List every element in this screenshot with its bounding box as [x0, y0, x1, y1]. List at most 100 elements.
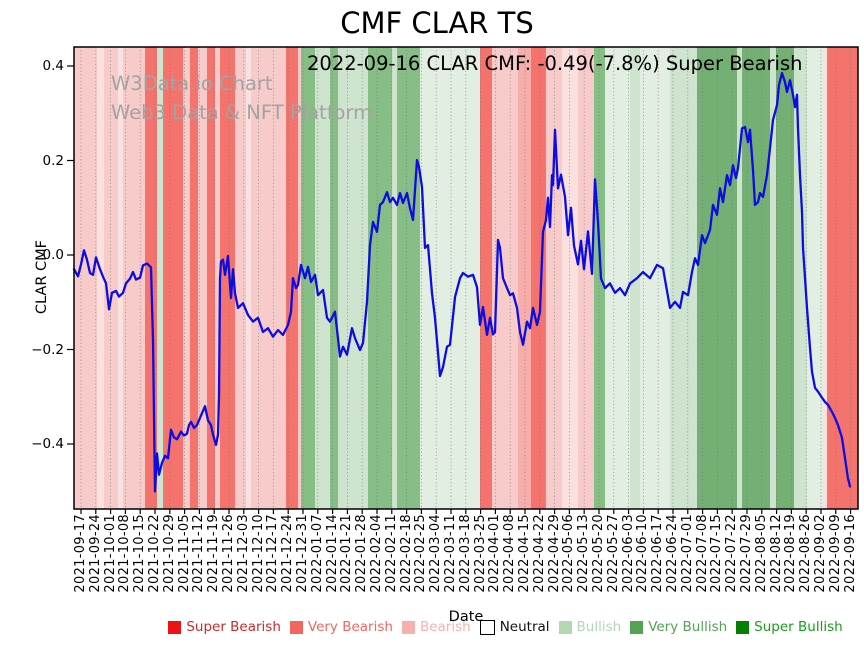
x-tick-label: 2022-06-10	[635, 514, 651, 593]
legend-label: Very Bearish	[307, 619, 393, 635]
x-tick-label: 2021-10-08	[117, 514, 133, 593]
signal-band-very_bullish	[397, 47, 420, 509]
signal-band-bullish	[770, 47, 776, 509]
x-tick-label: 2022-03-11	[442, 514, 458, 593]
legend-swatch	[558, 620, 572, 634]
latest-value-annotation: 2022-09-16 CLAR CMF: -0.49(-7.8%) Super …	[307, 52, 803, 75]
x-tick-label: 2022-08-05	[753, 514, 769, 593]
signal-band-very_bearish	[207, 47, 215, 509]
signal-band-bullish	[630, 47, 640, 509]
legend-item-neutral: Neutral	[479, 619, 550, 635]
x-tick-label: 2022-02-25	[413, 514, 429, 593]
y-tick-label: −0.2	[31, 341, 64, 358]
legend-label: Super Bullish	[754, 619, 843, 635]
signal-band-bearish	[235, 47, 246, 509]
legend-swatch	[168, 620, 182, 634]
signal-band-very_bearish	[163, 47, 183, 509]
signal-band-bullish	[794, 47, 807, 509]
signal-band-bearish	[198, 47, 207, 509]
x-tick-label: 2022-08-12	[768, 514, 784, 593]
x-tick-label: 2022-08-26	[798, 514, 814, 593]
y-tick-label: 0.4	[42, 58, 64, 74]
signal-band-very_bullish	[594, 47, 605, 509]
x-tick-label: 2022-09-02	[812, 514, 828, 593]
x-tick-label: 2022-07-29	[738, 514, 754, 593]
x-tick-label: 2022-01-07	[309, 514, 325, 593]
x-tick-label: 2022-06-03	[620, 514, 636, 593]
legend-item-bullish: Bullish	[558, 619, 622, 635]
x-tick-label: 2022-05-27	[605, 514, 621, 593]
signal-band-very_bullish_deep	[742, 47, 770, 509]
x-tick-label: 2022-01-21	[339, 514, 355, 593]
signal-band-bearish_pale	[118, 47, 123, 509]
x-tick-label: 2022-07-15	[709, 514, 725, 593]
signal-band-bearish	[123, 47, 145, 509]
legend-swatch	[736, 620, 750, 634]
x-tick-label: 2021-11-26	[220, 514, 236, 593]
signal-band-bullish	[737, 47, 742, 509]
legend-item-super-bullish: Super Bullish	[736, 619, 843, 635]
x-tick-label: 2021-10-22	[146, 514, 162, 593]
signal-legend: Super Bearish Very Bearish Bearish Neutral B…	[160, 619, 860, 635]
legend-label: Very Bullish	[648, 619, 728, 635]
legend-label: Neutral	[499, 619, 550, 635]
x-tick-label: 2021-11-05	[176, 514, 192, 593]
legend-label: Bearish	[419, 619, 471, 635]
signal-band-very_bearish	[531, 47, 546, 509]
x-tick-label: 2021-12-03	[235, 514, 251, 593]
x-tick-label: 2022-05-06	[561, 514, 577, 593]
x-tick-label: 2022-04-01	[487, 514, 503, 593]
x-tick-label: 2021-09-24	[87, 514, 103, 593]
watermark: W3Data.io Chart Web3 Data & NFT Platform	[111, 69, 372, 127]
x-tick-label: 2021-12-17	[265, 514, 281, 593]
cmf-line	[72, 71, 852, 493]
signal-band-bearish	[578, 47, 594, 509]
x-tick-label: 2022-01-28	[354, 514, 370, 593]
x-tick-label: 2022-09-09	[827, 514, 843, 593]
signal-band-very_bullish_deep	[697, 47, 737, 509]
legend-swatch	[479, 619, 495, 635]
x-tick-label: 2022-02-04	[368, 514, 384, 593]
x-tick-label: 2021-12-31	[294, 514, 310, 593]
x-tick-label: 2022-07-08	[694, 514, 710, 593]
x-tick-label: 2022-04-15	[516, 514, 532, 593]
signal-band-bearish	[183, 47, 190, 509]
signal-band-bearish_deep	[518, 47, 531, 509]
signal-band-bullish	[338, 47, 368, 509]
x-tick-label: 2022-04-29	[546, 514, 562, 593]
signal-band-bullish_pale	[605, 47, 630, 509]
y-tick-label: 0.0	[42, 247, 64, 263]
signal-band-bearish	[215, 47, 220, 509]
signal-band-very_bearish	[480, 47, 492, 509]
x-tick-label: 2022-03-25	[472, 514, 488, 593]
x-tick-label: 2022-03-18	[457, 514, 473, 593]
legend-label: Bullish	[576, 619, 622, 635]
legend-label: Super Bearish	[186, 619, 281, 635]
signal-band-very_bullish	[330, 47, 338, 509]
signal-band-bearish	[104, 47, 118, 509]
x-tick-label: 2022-02-11	[383, 514, 399, 593]
signal-band-bearish	[74, 47, 97, 509]
signal-band-very_bearish	[190, 47, 198, 509]
watermark-line2: Web3 Data & NFT Platform	[111, 101, 373, 124]
signal-band-bearish_pale	[97, 47, 104, 509]
x-tick-label: 2021-12-10	[250, 514, 266, 593]
signal-band-very_bullish_deep	[776, 47, 794, 509]
x-tick-label: 2021-11-19	[206, 514, 222, 593]
signal-band-bearish_pale	[824, 47, 827, 509]
x-tick-label: 2021-10-15	[132, 514, 148, 593]
signal-band-bearish_pale	[246, 47, 251, 509]
x-tick-label: 2022-04-22	[531, 514, 547, 593]
signal-band-bullish_pale	[807, 47, 824, 509]
legend-item-bearish: Bearish	[401, 619, 471, 635]
x-tick-label: 2021-12-24	[280, 514, 296, 593]
y-tick-label: −0.4	[31, 436, 64, 452]
x-tick-label: 2022-07-01	[679, 514, 695, 593]
page-title: CMF CLAR TS	[340, 6, 534, 40]
x-tick-label: 2022-03-04	[428, 514, 444, 593]
signal-band-bullish_pale	[420, 47, 480, 509]
x-tick-label: 2022-05-20	[590, 514, 606, 593]
legend-swatch	[289, 620, 303, 634]
x-tick-label: 2021-10-01	[102, 514, 118, 593]
